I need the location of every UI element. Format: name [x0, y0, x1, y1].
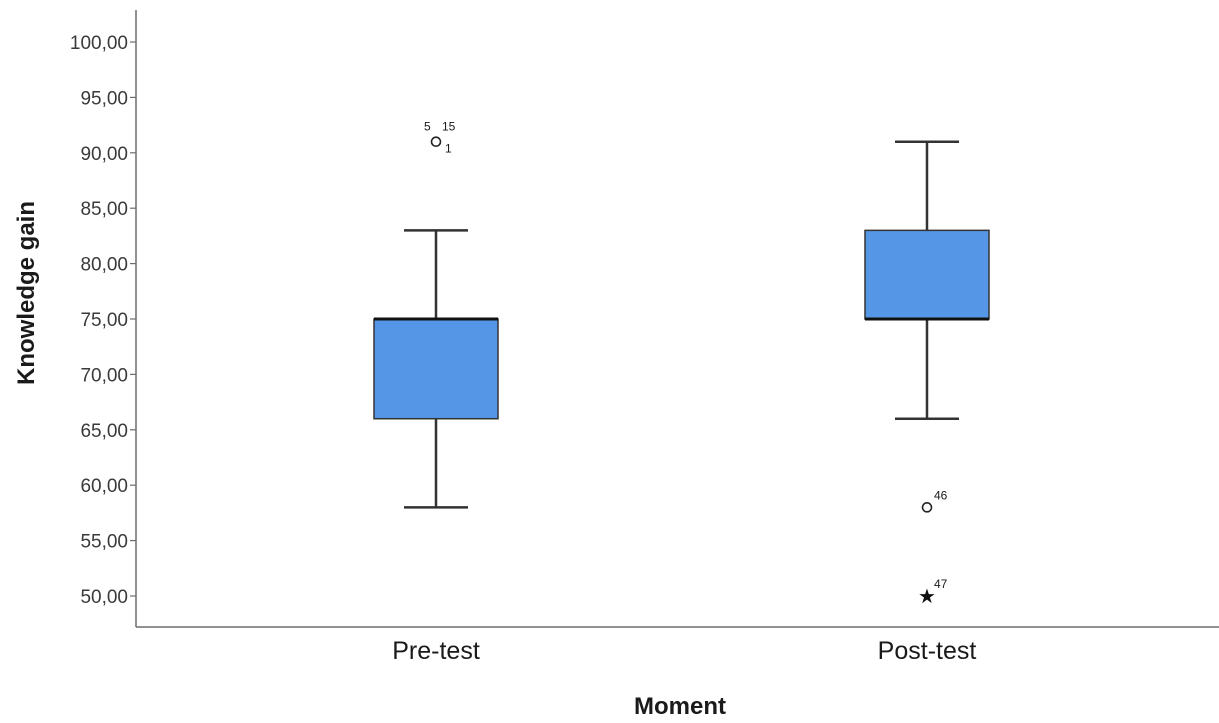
y-tick-label: 75,00 [80, 310, 128, 331]
y-tick-label: 60,00 [80, 476, 128, 497]
outlier-marker [430, 136, 442, 148]
box-group: 5 15 1 [373, 120, 499, 509]
y-tick-label: 80,00 [80, 255, 128, 276]
axes-layer: 50,00 55,00 60,00 65,00 70,00 75,00 80,00 85,00… [70, 10, 1219, 665]
iqr-box [864, 229, 990, 320]
x-axis-title: Moment [634, 693, 726, 718]
outlier-case-label: 15 [442, 120, 456, 134]
outlier-case-label: 5 [424, 120, 431, 134]
iqr-box [373, 318, 499, 420]
y-tick-label: 85,00 [80, 199, 128, 220]
outlier-case-label: 1 [445, 142, 452, 156]
y-tick-label: 70,00 [80, 365, 128, 386]
x-category-label: Pre-test [392, 637, 480, 665]
boxes-layer: 5 15 1 46 ★47 [373, 120, 990, 608]
y-tick-label: 90,00 [80, 144, 128, 165]
y-axis-title: Knowledge gain [13, 201, 40, 385]
x-category-label: Post-test [878, 637, 977, 665]
outlier-marker [921, 502, 933, 513]
y-tick-label: 65,00 [80, 421, 128, 442]
y-tick-label: 100,00 [70, 33, 128, 54]
outlier-case-label: 46 [934, 488, 948, 502]
box-group: 46 ★47 [864, 140, 990, 608]
extreme-outlier-marker: ★ [918, 586, 936, 608]
y-tick-label: 50,00 [80, 587, 128, 608]
y-tick-label: 55,00 [80, 532, 128, 553]
y-tick-label: 95,00 [80, 88, 128, 109]
outlier-case-label: 47 [934, 577, 948, 591]
